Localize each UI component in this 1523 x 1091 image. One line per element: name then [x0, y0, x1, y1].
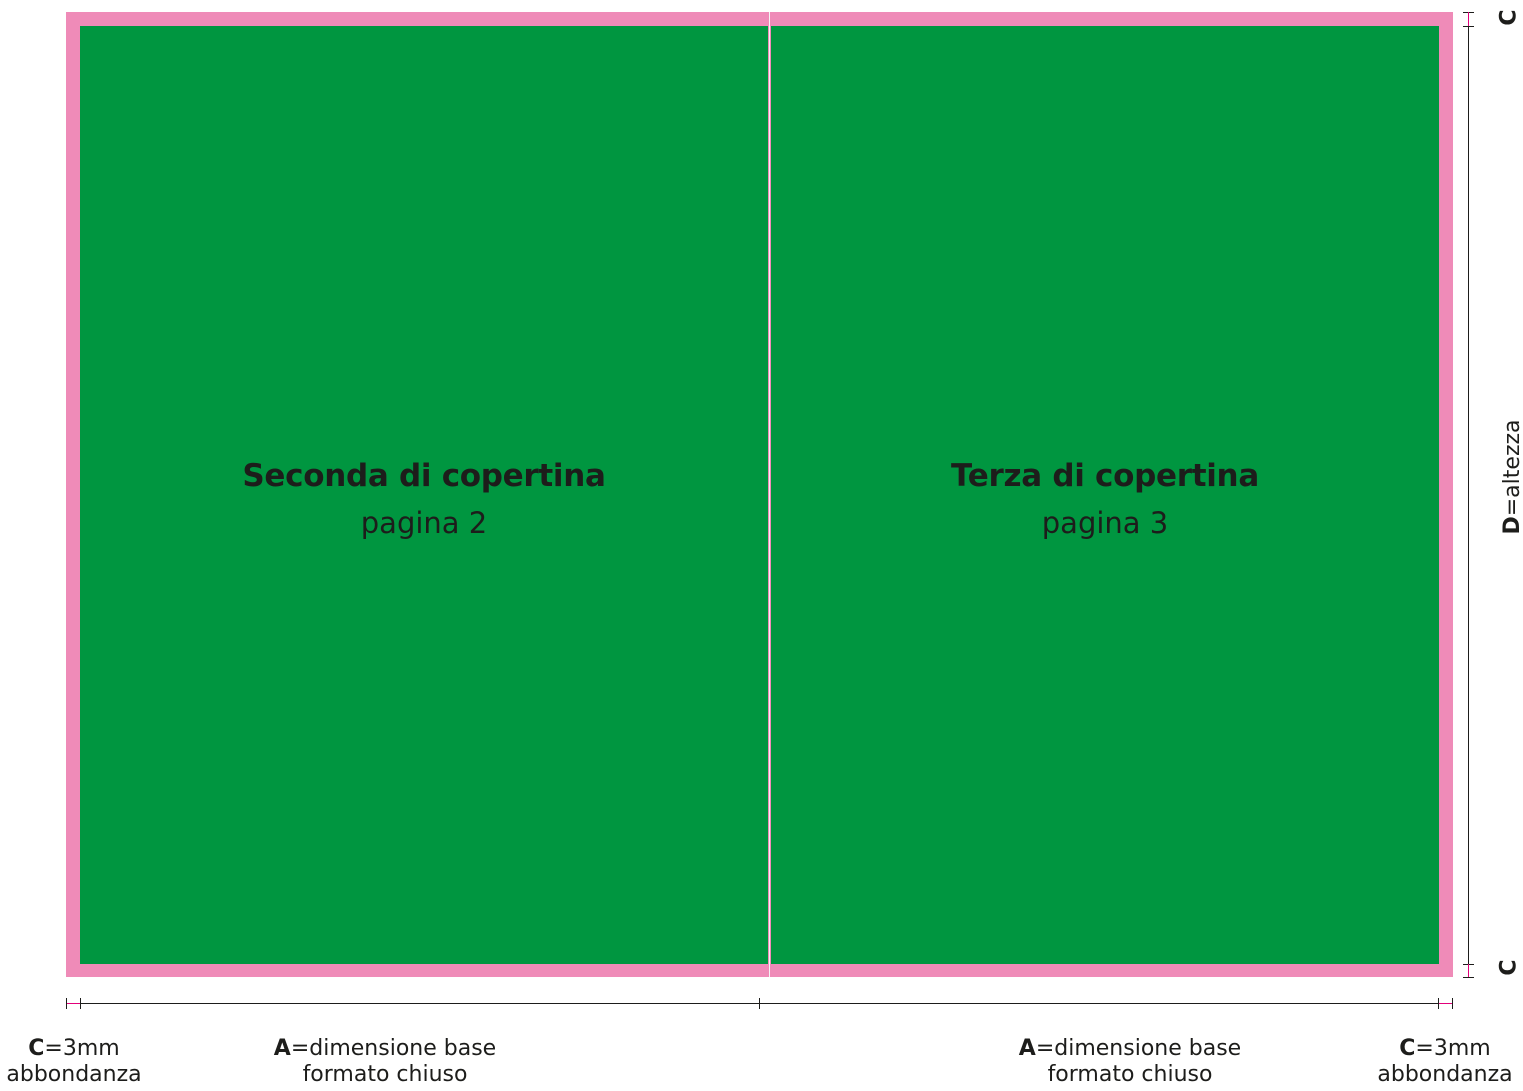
right-page: Terza di copertina pagina 3 [771, 26, 1439, 964]
width-description: formato chiuso [302, 1062, 468, 1087]
height-letter: D [1500, 516, 1523, 535]
width-letter: A [273, 1036, 291, 1061]
bleed-dimension-left [66, 1003, 80, 1004]
width-description: formato chiuso [1047, 1062, 1213, 1087]
left-page-title: Seconda di copertina [242, 458, 606, 494]
bleed-description: abbondanza [6, 1062, 142, 1087]
dimension-tick [1438, 998, 1439, 1009]
bleed-letter: C [1399, 1036, 1416, 1061]
dimension-tick [66, 998, 67, 1009]
width-label-left: A=dimensione base formato chiuso [235, 1036, 535, 1088]
bleed-value: =3mm [1415, 1036, 1491, 1061]
width-value: =dimensione base [290, 1036, 497, 1061]
dimension-tick [759, 998, 760, 1009]
bleed-description: abbondanza [1377, 1062, 1513, 1087]
bleed-dimension-top [1468, 12, 1469, 26]
width-label-right: A=dimensione base formato chiuso [980, 1036, 1280, 1088]
left-page-subtitle: pagina 2 [360, 506, 488, 540]
height-value: =altezza [1500, 419, 1523, 517]
right-page-subtitle: pagina 3 [1041, 506, 1169, 540]
bleed-dimension-bottom [1468, 964, 1469, 977]
bleed-label-right: C=3mm abbondanza [1370, 1036, 1520, 1088]
bleed-label-top: C [1496, 9, 1522, 26]
left-page: Seconda di copertina pagina 2 [80, 26, 768, 964]
dimension-tick [1463, 977, 1474, 978]
bleed-letter: C [28, 1036, 45, 1061]
bleed-label-left: C=3mm abbondanza [0, 1036, 148, 1088]
height-dimension-line [1468, 26, 1469, 964]
bleed-value: =3mm [44, 1036, 120, 1061]
height-label: D=altezza [1500, 357, 1523, 597]
bleed-dimension-right [1439, 1003, 1452, 1004]
fold-line [769, 12, 770, 977]
bleed-label-bottom: C [1496, 959, 1522, 976]
right-page-title: Terza di copertina [951, 458, 1259, 494]
width-value: =dimensione base [1035, 1036, 1242, 1061]
dimension-tick [1452, 998, 1453, 1009]
width-letter: A [1018, 1036, 1036, 1061]
